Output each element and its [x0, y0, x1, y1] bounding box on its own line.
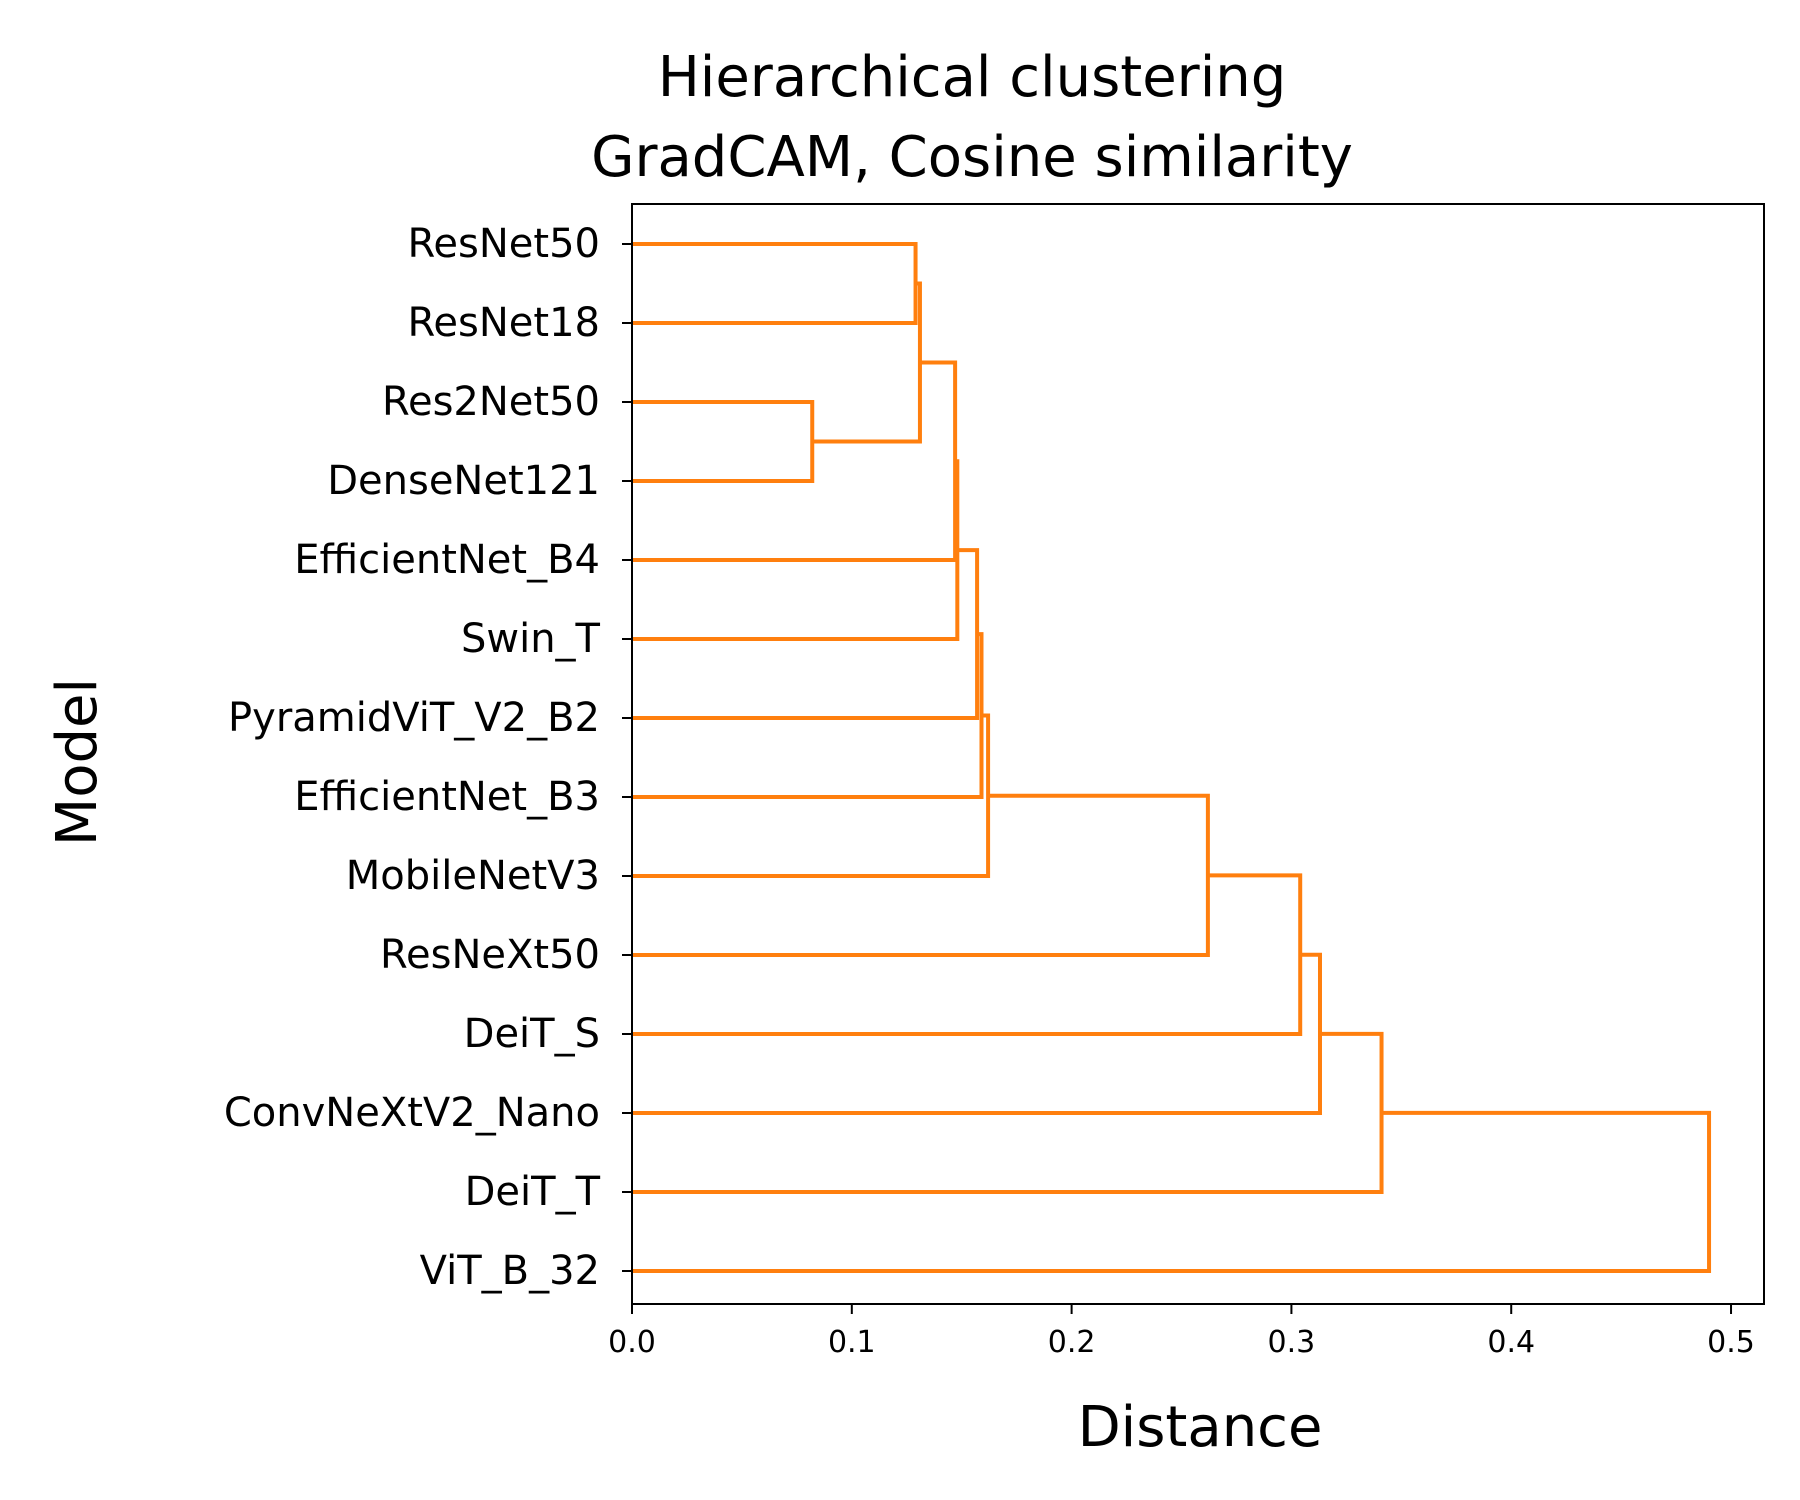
x-axis-label: Distance	[1078, 1395, 1323, 1460]
dendrogram-link-13	[632, 1110, 1712, 1273]
dendrogram-link-9	[632, 793, 1210, 957]
dendrogram-link-8	[632, 713, 991, 878]
x-tick-label-0-2: 0.2	[1048, 1325, 1096, 1360]
dendrogram-link-6	[632, 548, 980, 720]
x-tick-label-0-1: 0.1	[828, 1325, 876, 1360]
leaf-label-vit-b-32: ViT_B_32	[420, 1248, 600, 1294]
dendrogram-link-5	[632, 459, 960, 641]
dendrogram-link-7	[632, 632, 984, 799]
dendrogram-links	[632, 242, 1712, 1273]
x-tick-label-0-0: 0.0	[608, 1325, 656, 1360]
leaf-label-mobilenetv3: MobileNetV3	[346, 853, 600, 899]
leaf-label-resnet50: ResNet50	[407, 221, 600, 267]
leaf-label-resnext50: ResNeXt50	[380, 932, 600, 978]
dendrogram-link-2	[632, 400, 815, 483]
x-tick-label-0-4: 0.4	[1487, 1325, 1535, 1360]
dendrogram-link-3	[812, 281, 922, 444]
leaf-label-convnextv2-nano: ConvNeXtV2_Nano	[224, 1090, 600, 1136]
dendrogram-link-1	[632, 242, 918, 325]
dendrogram-link-4	[632, 360, 958, 562]
plot-area-frame	[631, 203, 1765, 1305]
x-tick-label-0-5: 0.5	[1707, 1325, 1755, 1360]
leaf-label-resnet18: ResNet18	[407, 300, 600, 346]
chart-title: Hierarchical clustering GradCAM, Cosine …	[591, 45, 1353, 190]
y-axis-ticks: ResNet50 ResNet18 Res2Net50 DenseNet121 Effi…	[224, 221, 632, 1294]
y-axis-label: Model	[45, 678, 110, 846]
leaf-label-densenet121: DenseNet121	[327, 458, 600, 504]
x-tick-label-0-3: 0.3	[1268, 1325, 1316, 1360]
chart-title-line-1: Hierarchical clustering	[658, 45, 1287, 110]
leaf-label-efficientnet-b3: EfficientNet_B3	[294, 774, 600, 820]
leaf-label-pyramidvit-v2-b2: PyramidViT_V2_B2	[228, 695, 600, 741]
x-axis-ticks: 0.0 0.1 0.2 0.3 0.4 0.5	[608, 1304, 1755, 1360]
leaf-label-deit-t: DeiT_T	[465, 1169, 601, 1215]
leaf-label-res2net50: Res2Net50	[382, 379, 600, 425]
leaf-label-deit-s: DeiT_S	[464, 1011, 600, 1057]
leaf-label-efficientnet-b4: EfficientNet_B4	[294, 537, 600, 583]
dendrogram-link-11	[632, 952, 1322, 1115]
leaf-label-swin-t: Swin_T	[461, 616, 601, 662]
chart-title-line-2: GradCAM, Cosine similarity	[591, 125, 1353, 190]
